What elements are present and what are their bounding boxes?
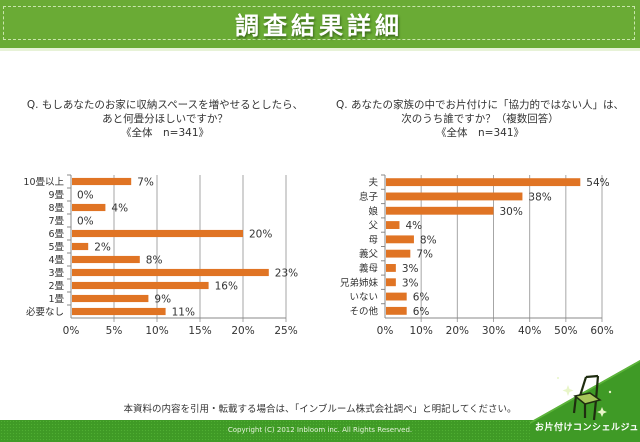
right-bar — [386, 264, 396, 272]
right-data-label: 54% — [586, 177, 609, 189]
right-bar — [386, 249, 411, 258]
left-category-label: 1畳 — [48, 294, 64, 305]
header-shadow — [0, 48, 640, 51]
question-right: Q. あなたの家族の中でお片付けに「協力的ではない人」は、 次のうち誰ですか？（… — [325, 98, 635, 140]
right-data-label: 7% — [416, 249, 433, 261]
left-data-label: 0% — [77, 216, 94, 228]
right-x-tick-label: 0% — [377, 325, 394, 337]
left-category-label: 9畳 — [48, 190, 64, 201]
left-bar — [72, 281, 209, 290]
left-data-label: 9% — [154, 294, 171, 306]
left-category-label: 10畳以上 — [23, 177, 64, 188]
right-category-label: いない — [349, 292, 378, 303]
right-data-label: 30% — [500, 206, 523, 218]
left-bar — [72, 268, 269, 277]
right-bar — [386, 292, 407, 301]
left-data-label: 20% — [249, 229, 272, 241]
left-x-tick-label: 20% — [231, 325, 254, 337]
question-right-line-1: Q. あなたの家族の中でお片付けに「協力的ではない人」は、 — [336, 99, 624, 111]
right-data-label: 6% — [413, 306, 430, 318]
question-left-line-3: 《全体 n=341》 — [121, 127, 209, 139]
right-category-label: 義母 — [359, 262, 378, 274]
right-bar — [386, 206, 494, 215]
left-category-label: 5畳 — [48, 242, 64, 253]
right-bar — [386, 235, 414, 244]
right-data-label: 38% — [528, 191, 551, 203]
left-data-label: 16% — [215, 281, 238, 293]
question-right-line-2: 次のうち誰ですか？（複数回答） — [401, 113, 559, 125]
right-x-tick-label: 10% — [409, 325, 432, 337]
right-data-label: 3% — [402, 277, 419, 289]
right-x-tick-label: 60% — [590, 325, 613, 337]
question-left: Q. もしあなたのお家に収納スペースを増やせるとしたら、 あと何畳分ほしいですか… — [10, 98, 320, 140]
right-category-label: 兄弟姉妹 — [340, 277, 379, 289]
citation-notice: 本資料の内容を引用・転載する場合は、「インブルーム株式会社調べ」と明記してくださ… — [123, 404, 517, 415]
right-bar — [386, 278, 396, 287]
right-bar — [386, 221, 400, 229]
left-category-label: 3畳 — [48, 268, 64, 279]
right-data-label: 4% — [405, 220, 422, 232]
question-left-line-2: あと何畳分ほしいですか？ — [102, 113, 228, 125]
right-category-label: 息子 — [359, 191, 379, 203]
logo-text: お片付けコンシェルジュ — [535, 423, 639, 433]
left-category-label: 2畳 — [48, 281, 64, 292]
left-category-label: 必要なし — [26, 306, 64, 318]
right-x-tick-label: 40% — [518, 325, 541, 337]
logo-graphic — [530, 360, 640, 442]
left-bar — [72, 307, 166, 316]
left-category-label: 7畳 — [48, 216, 64, 227]
left-data-label: 4% — [111, 203, 128, 215]
right-data-label: 8% — [420, 234, 437, 246]
left-bar — [72, 203, 106, 212]
right-bar — [386, 178, 581, 187]
left-category-label: 8畳 — [48, 203, 64, 214]
left-x-tick-label: 10% — [145, 325, 168, 337]
right-x-tick-label: 30% — [482, 325, 505, 337]
right-bar — [386, 306, 407, 315]
chair-logo-icon — [530, 360, 640, 442]
left-data-label: 11% — [172, 307, 195, 319]
right-category-label: その他 — [349, 305, 378, 317]
right-category-label: 母 — [368, 235, 378, 246]
question-left-line-1: Q. もしあなたのお家に収納スペースを増やせるとしたら、 — [26, 99, 304, 111]
left-data-label: 23% — [275, 268, 298, 280]
left-x-tick-label: 15% — [188, 325, 211, 337]
left-data-label: 7% — [137, 177, 154, 189]
header-dashed-frame: 調査結果詳細 — [3, 6, 635, 40]
right-x-tick-label: 20% — [446, 325, 469, 337]
left-data-label: 0% — [77, 190, 94, 202]
footer-bar — [0, 420, 640, 442]
left-bar — [72, 229, 243, 238]
right-category-label: 娘 — [368, 205, 378, 217]
left-x-tick-label: 5% — [106, 325, 123, 337]
page-title: 調査結果詳細 — [235, 11, 403, 40]
question-right-line-3: 《全体 n=341》 — [436, 127, 524, 139]
right-data-label: 3% — [402, 263, 419, 275]
left-category-label: 4畳 — [48, 255, 64, 266]
right-category-label: 父 — [368, 221, 378, 232]
left-data-label: 8% — [146, 255, 163, 267]
right-category-label: 義父 — [359, 248, 379, 260]
right-data-label: 6% — [413, 292, 430, 304]
left-data-label: 2% — [94, 242, 111, 254]
right-x-tick-label: 50% — [554, 325, 577, 337]
left-x-tick-label: 25% — [274, 325, 297, 337]
right-bar — [386, 192, 523, 201]
left-x-tick-label: 0% — [63, 325, 80, 337]
left-bar — [72, 177, 132, 186]
left-bar — [72, 242, 89, 251]
right-category-label: 夫 — [368, 177, 378, 189]
left-bar — [72, 294, 149, 303]
copyright-text: Copyright (C) 2012 Inbloom inc. All Righ… — [227, 426, 413, 434]
header-banner: 調査結果詳細 — [0, 0, 640, 48]
left-category-label: 6畳 — [48, 229, 64, 240]
left-bar — [72, 255, 140, 264]
